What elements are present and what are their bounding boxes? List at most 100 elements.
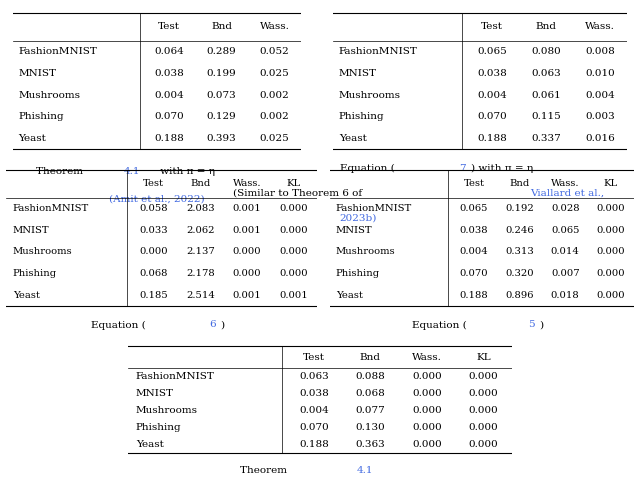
Text: 0.070: 0.070 [477,112,507,121]
Text: Wass.: Wass. [233,179,261,188]
Text: FashionMNIST: FashionMNIST [339,47,417,56]
Text: Wass.: Wass. [259,22,289,31]
Text: 0.070: 0.070 [460,269,488,278]
Text: Phishing: Phishing [336,269,380,278]
Text: 0.038: 0.038 [154,69,184,78]
Text: 2.137: 2.137 [186,248,215,256]
Text: 0.000: 0.000 [469,440,499,449]
Text: Bnd: Bnd [211,22,232,31]
Text: KL: KL [604,179,618,188]
Text: Mushrooms: Mushrooms [339,91,401,100]
Text: 0.313: 0.313 [505,248,534,256]
Text: MNIST: MNIST [19,69,56,78]
Text: 0.065: 0.065 [551,226,579,235]
Text: MNIST: MNIST [13,226,49,235]
Text: Yeast: Yeast [339,134,367,143]
Text: 0.010: 0.010 [586,69,615,78]
Text: 0.004: 0.004 [477,91,507,100]
Text: 0.008: 0.008 [586,47,615,56]
Text: Theorem: Theorem [240,466,290,475]
Text: Test: Test [481,22,503,31]
Text: 0.001: 0.001 [279,291,308,300]
Text: Phishing: Phishing [136,423,181,432]
Text: (Similar to Theorem 6 of: (Similar to Theorem 6 of [232,188,365,198]
Text: Mushrooms: Mushrooms [19,91,81,100]
Text: 0.000: 0.000 [596,291,625,300]
Text: 0.070: 0.070 [154,112,184,121]
Text: 0.363: 0.363 [356,440,385,449]
Text: Viallard et al.,: Viallard et al., [531,188,605,198]
Text: Bnd: Bnd [190,179,211,188]
Text: 0.068: 0.068 [140,269,168,278]
Text: Bnd: Bnd [536,22,557,31]
Text: 0.129: 0.129 [207,112,236,121]
Text: Bnd: Bnd [360,353,381,362]
Text: 7: 7 [459,164,465,173]
Text: 0.188: 0.188 [154,134,184,143]
Text: 0.077: 0.077 [356,406,385,415]
Text: 0.000: 0.000 [596,248,625,256]
Text: Mushrooms: Mushrooms [136,406,198,415]
Text: 0.246: 0.246 [506,226,534,235]
Text: Wass.: Wass. [551,179,579,188]
Text: Yeast: Yeast [13,291,40,300]
Text: 0.000: 0.000 [469,423,499,432]
Text: 0.000: 0.000 [412,389,442,398]
Text: 0.068: 0.068 [356,389,385,398]
Text: 0.061: 0.061 [531,91,561,100]
Text: 0.014: 0.014 [551,248,580,256]
Text: 0.064: 0.064 [154,47,184,56]
Text: 0.004: 0.004 [586,91,615,100]
Text: 0.065: 0.065 [460,204,488,213]
Text: KL: KL [476,353,491,362]
Text: 0.000: 0.000 [596,226,625,235]
Text: 0.025: 0.025 [260,69,289,78]
Text: 0.000: 0.000 [469,389,499,398]
Text: 0.393: 0.393 [207,134,236,143]
Text: 0.052: 0.052 [260,47,289,56]
Text: 6: 6 [209,320,216,330]
Text: Test: Test [143,179,164,188]
Text: Mushrooms: Mushrooms [13,248,72,256]
Text: 0.000: 0.000 [412,406,442,415]
Text: 0.192: 0.192 [505,204,534,213]
Text: 0.063: 0.063 [531,69,561,78]
Text: Yeast: Yeast [336,291,362,300]
Text: ): ) [221,320,225,330]
Text: Phishing: Phishing [19,112,64,121]
Text: 0.001: 0.001 [232,226,261,235]
Text: 0.320: 0.320 [506,269,534,278]
Text: Yeast: Yeast [136,440,164,449]
Text: Wass.: Wass. [412,353,442,362]
Text: 0.185: 0.185 [140,291,168,300]
Text: MNIST: MNIST [336,226,372,235]
Text: 0.025: 0.025 [260,134,289,143]
Text: 0.033: 0.033 [140,226,168,235]
Text: 4.1: 4.1 [124,167,140,176]
Text: (Amit et al., 2022): (Amit et al., 2022) [109,195,205,204]
Text: Test: Test [158,22,180,31]
Text: KL: KL [287,179,301,188]
Text: 4.1: 4.1 [356,466,373,475]
Text: 0.000: 0.000 [412,440,442,449]
Text: FashionMNIST: FashionMNIST [336,204,412,213]
Text: 0.004: 0.004 [154,91,184,100]
Text: 0.004: 0.004 [460,248,488,256]
Text: 0.028: 0.028 [551,204,579,213]
Text: 0.000: 0.000 [279,204,308,213]
Text: 2.178: 2.178 [186,269,215,278]
Text: Phishing: Phishing [13,269,57,278]
Text: 0.289: 0.289 [207,47,236,56]
Text: 0.000: 0.000 [596,204,625,213]
Text: 0.003: 0.003 [586,112,615,121]
Text: 0.058: 0.058 [140,204,168,213]
Text: 0.188: 0.188 [460,291,488,300]
Text: Test: Test [303,353,324,362]
Text: with π = η: with π = η [157,167,215,176]
Text: 5: 5 [528,320,534,330]
Text: Test: Test [463,179,484,188]
Text: 0.007: 0.007 [551,269,579,278]
Text: Mushrooms: Mushrooms [336,248,396,256]
Text: 0.188: 0.188 [299,440,328,449]
Text: 0.130: 0.130 [356,423,385,432]
